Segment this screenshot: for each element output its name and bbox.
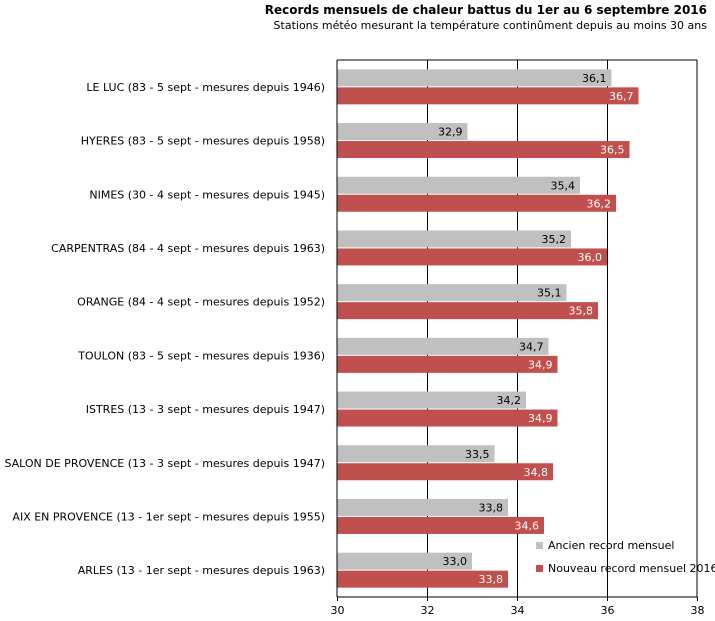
bar-value-label: 35,1 [537,287,562,300]
legend-label: Nouveau record mensuel 2016 [548,562,715,575]
bar-value-label: 34,9 [528,358,553,371]
bar-value-label: 34,8 [524,466,549,479]
bar-value-label: 34,7 [519,340,544,353]
bar-new-record [337,141,630,159]
bar-value-label: 35,4 [551,179,576,192]
bar-old-record [337,284,567,302]
bar-value-label: 36,7 [609,90,634,103]
category-label: TOULON (83 - 5 sept - mesures depuis 193… [77,349,325,362]
bar-new-record [337,87,639,105]
bar-value-label: 34,9 [528,412,553,425]
bar-old-record [337,391,526,409]
x-tick-label: 32 [421,604,435,617]
chart-title: Records mensuels de chaleur battus du 1e… [264,3,707,17]
legend-swatch [536,542,543,549]
x-tick-label: 38 [691,604,705,617]
gridlines [337,59,698,597]
x-tick-label: 30 [331,604,345,617]
bar-value-label: 35,2 [542,233,567,246]
bar-value-label: 36,5 [600,144,625,157]
bar-old-record [337,123,468,141]
bar-new-record [337,570,508,588]
bar-value-label: 34,6 [515,519,540,532]
bar-value-label: 32,9 [438,126,463,139]
category-label: NIMES (30 - 4 sept - mesures depuis 1945… [89,188,325,201]
bar-value-label: 36,0 [578,251,603,264]
legend-label: Ancien record mensuel [548,539,674,552]
bar-new-record [337,355,558,373]
bar-old-record [337,69,612,87]
category-label: ISTRES (13 - 3 sept - mesures depuis 194… [86,403,325,416]
category-labels: LE LUC (83 - 5 sept - mesures depuis 194… [4,81,325,577]
category-label: CARPENTRAS (84 - 4 sept - mesures depuis… [51,242,325,255]
x-axis: 30 32 34 36 38 [331,60,705,617]
bar-old-record [337,498,508,516]
category-label: ARLES (13 - 1er sept - mesures depuis 19… [78,564,325,577]
bar-old-record [337,552,472,570]
legend: Ancien record mensuel Nouveau record mens… [536,539,715,575]
category-label: ORANGE (84 - 4 sept - mesures depuis 195… [77,296,325,309]
category-label: LE LUC (83 - 5 sept - mesures depuis 194… [86,81,325,94]
x-tick-label: 34 [511,604,525,617]
bar-new-record [337,409,558,427]
bar-value-label: 33,0 [443,555,468,568]
bar-old-record [337,445,495,463]
category-label: HYERES (83 - 5 sept - mesures depuis 195… [81,135,325,148]
bar-new-record [337,463,553,481]
category-label: SALON DE PROVENCE (13 - 3 sept - mesures… [4,457,325,470]
bar-value-label: 34,2 [497,394,522,407]
bar-value-label: 36,2 [587,197,612,210]
x-tick-label: 36 [601,604,615,617]
legend-swatch [536,565,543,572]
bar-old-record [337,230,571,248]
bar-value-label: 33,8 [479,573,504,586]
category-label: AIX EN PROVENCE (13 - 1er sept - mesures… [12,510,325,523]
bar-value-label: 33,8 [479,501,504,514]
bar-value-label: 35,8 [569,305,594,318]
bar-new-record [337,516,544,534]
bar-value-label: 33,5 [465,448,490,461]
bar-new-record [337,194,616,212]
bar-old-record [337,176,580,194]
bar-old-record [337,337,549,355]
chart-subtitle: Stations météo mesurant la température c… [273,19,707,32]
bar-new-record [337,248,607,266]
bars: 36,136,7 32,9 36,5 35,4 36,2 35,2 36,0 35,1 35,8… [337,69,639,588]
bar-new-record [337,302,598,320]
bar-value-label: 36,1 [582,72,607,85]
